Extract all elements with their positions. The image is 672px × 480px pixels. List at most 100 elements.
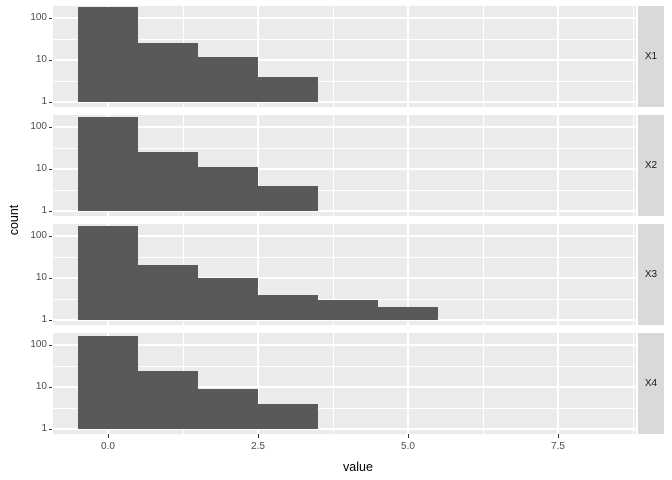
major-gridline bbox=[53, 386, 636, 388]
histogram-bar bbox=[198, 278, 258, 320]
y-tick-mark bbox=[49, 59, 52, 61]
minor-gridline bbox=[482, 333, 484, 434]
major-gridline bbox=[53, 101, 636, 103]
x-tick-label: 2.5 bbox=[251, 441, 265, 452]
facet-panel bbox=[53, 115, 636, 216]
y-tick-mark bbox=[49, 17, 52, 19]
major-gridline bbox=[53, 277, 636, 279]
minor-gridline bbox=[482, 6, 484, 107]
y-tick-label: 10 bbox=[35, 272, 47, 283]
facet-strip: X3 bbox=[638, 224, 664, 325]
minor-gridline bbox=[53, 189, 636, 191]
minor-gridline bbox=[53, 298, 636, 300]
major-gridline bbox=[257, 224, 259, 325]
major-gridline bbox=[407, 6, 409, 107]
major-gridline bbox=[557, 6, 559, 107]
y-tick-label: 10 bbox=[35, 381, 47, 392]
minor-gridline bbox=[53, 147, 636, 149]
x-axis: 0.0 2.5 5.0 7.5 bbox=[0, 434, 672, 480]
y-tick-label: 100 bbox=[30, 121, 47, 132]
minor-gridline bbox=[632, 115, 634, 216]
y-tick-label: 1 bbox=[41, 205, 47, 216]
major-gridline bbox=[257, 115, 259, 216]
y-tick-mark bbox=[49, 126, 52, 128]
y-tick-label: 1 bbox=[41, 314, 47, 325]
minor-gridline bbox=[482, 115, 484, 216]
major-gridline bbox=[53, 126, 636, 128]
facet-row-x4: 100 10 1 X4 bbox=[0, 333, 672, 434]
major-gridline bbox=[53, 319, 636, 321]
x-tick-label: 7.5 bbox=[551, 441, 565, 452]
y-tick-label: 1 bbox=[41, 423, 47, 434]
facet-strip-label: X1 bbox=[644, 51, 658, 62]
minor-gridline bbox=[332, 6, 334, 107]
y-tick-label: 100 bbox=[30, 339, 47, 350]
y-tick-mark bbox=[49, 235, 52, 237]
y-tick-label: 1 bbox=[41, 96, 47, 107]
x-tick-mark bbox=[107, 434, 109, 438]
facet-strip-label: X4 bbox=[644, 378, 658, 389]
y-tick-label: 100 bbox=[30, 230, 47, 241]
y-tick-label: 100 bbox=[30, 12, 47, 23]
major-gridline bbox=[557, 115, 559, 216]
major-gridline bbox=[257, 333, 259, 434]
facet-panel bbox=[53, 333, 636, 434]
facet-strip-label: X2 bbox=[644, 160, 658, 171]
histogram-bar bbox=[138, 152, 198, 211]
y-tick-mark bbox=[49, 386, 52, 388]
y-axis: 100 10 1 bbox=[0, 6, 53, 107]
facet-row-x2: 100 10 1 X2 bbox=[0, 115, 672, 216]
major-gridline bbox=[557, 224, 559, 325]
y-tick-mark bbox=[49, 277, 52, 279]
major-gridline bbox=[407, 115, 409, 216]
x-tick-mark bbox=[257, 434, 259, 438]
y-tick-mark bbox=[49, 210, 52, 212]
minor-gridline bbox=[332, 333, 334, 434]
y-tick-mark bbox=[49, 344, 52, 346]
y-axis: 100 10 1 bbox=[0, 115, 53, 216]
histogram-bar bbox=[78, 117, 138, 211]
x-tick-mark bbox=[557, 434, 559, 438]
major-gridline bbox=[257, 6, 259, 107]
minor-gridline bbox=[53, 80, 636, 82]
major-gridline bbox=[53, 17, 636, 19]
histogram-bar bbox=[378, 307, 438, 320]
minor-gridline bbox=[53, 256, 636, 258]
facet-strip: X1 bbox=[638, 6, 664, 107]
x-tick-mark bbox=[407, 434, 409, 438]
minor-gridline bbox=[632, 224, 634, 325]
minor-gridline bbox=[632, 6, 634, 107]
major-gridline bbox=[407, 333, 409, 434]
major-gridline bbox=[53, 168, 636, 170]
facet-strip-label: X3 bbox=[644, 269, 658, 280]
histogram-bar bbox=[318, 300, 378, 320]
histogram-bar bbox=[138, 265, 198, 320]
major-gridline bbox=[407, 224, 409, 325]
major-gridline bbox=[53, 235, 636, 237]
x-tick-label: 0.0 bbox=[101, 441, 115, 452]
minor-gridline bbox=[482, 224, 484, 325]
histogram-bar bbox=[138, 371, 198, 429]
y-tick-mark bbox=[49, 168, 52, 170]
major-gridline bbox=[53, 210, 636, 212]
minor-gridline bbox=[53, 38, 636, 40]
y-tick-label: 10 bbox=[35, 54, 47, 65]
histogram-bar bbox=[258, 403, 318, 429]
major-gridline bbox=[53, 344, 636, 346]
facet-panel bbox=[53, 224, 636, 325]
facet-row-x1: 100 10 1 X1 bbox=[0, 6, 672, 107]
histogram-bar bbox=[258, 76, 318, 102]
histogram-bar bbox=[198, 388, 258, 429]
histogram-bar bbox=[78, 7, 138, 102]
facet-panel bbox=[53, 6, 636, 107]
histogram-bar bbox=[138, 43, 198, 102]
x-axis-title: value bbox=[343, 460, 373, 474]
y-tick-mark bbox=[49, 319, 52, 321]
y-tick-mark bbox=[49, 101, 52, 103]
y-tick-label: 10 bbox=[35, 163, 47, 174]
histogram-bar bbox=[258, 185, 318, 211]
facet-strip: X2 bbox=[638, 115, 664, 216]
minor-gridline bbox=[332, 224, 334, 325]
y-axis: 100 10 1 bbox=[0, 333, 53, 434]
